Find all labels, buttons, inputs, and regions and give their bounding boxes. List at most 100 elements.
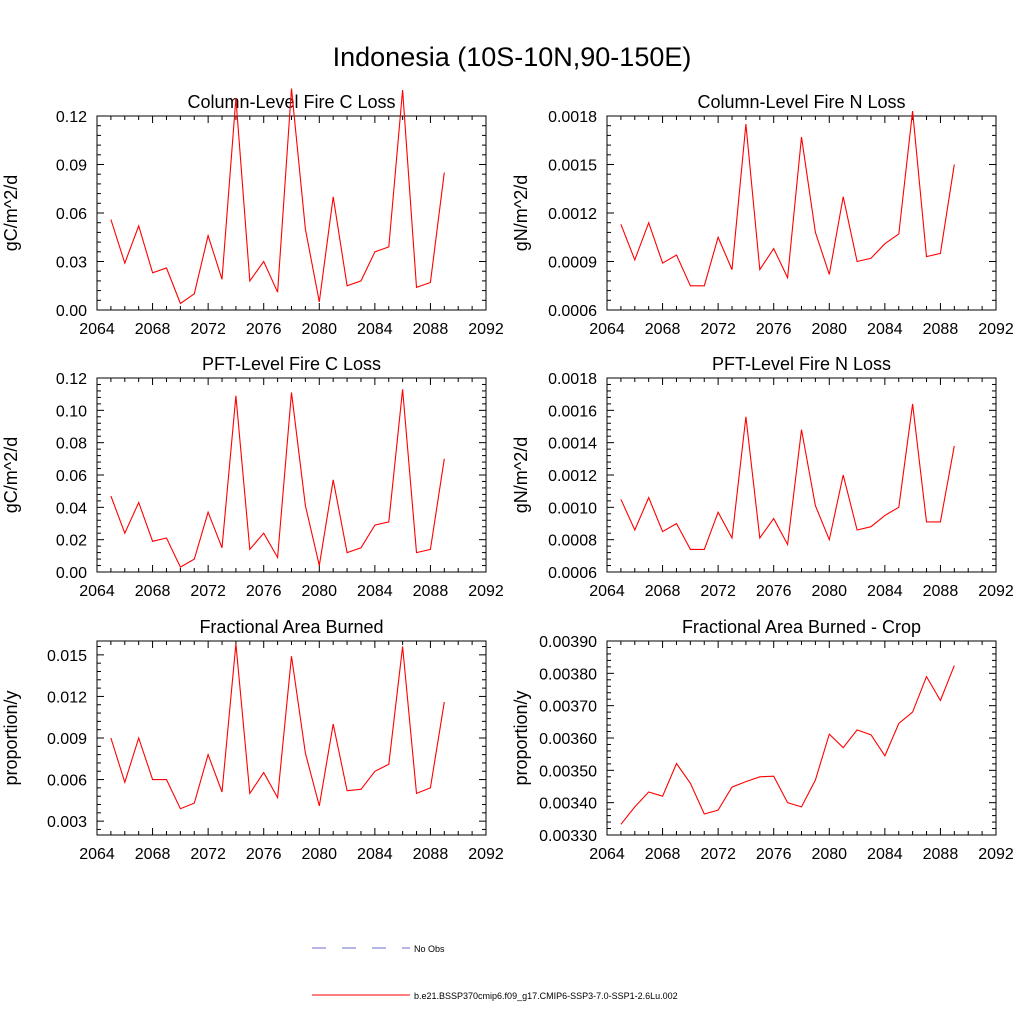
x-tick-label: 2072 — [190, 583, 226, 600]
y-tick-label: 0.00 — [56, 303, 87, 320]
y-tick-label: 0.0008 — [548, 533, 597, 550]
x-tick-label: 2092 — [468, 583, 504, 600]
y-tick-label: 0.0012 — [548, 206, 597, 223]
chart-panel-2: Column-Level Fire N Loss gN/m^2/d 2064 2068… — [511, 92, 1014, 338]
y-tick-label: 0.0014 — [548, 436, 597, 453]
series-line — [620, 665, 955, 825]
y-tick-label: 0.00370 — [539, 699, 597, 716]
x-tick-label: 2084 — [357, 583, 393, 600]
x-tick-label: 2072 — [700, 583, 736, 600]
x-tick-label: 2084 — [357, 846, 393, 863]
y-tick-label: 0.12 — [56, 371, 87, 388]
y-tick-label: 0.0006 — [548, 303, 597, 320]
x-tick-label: 2072 — [190, 321, 226, 338]
x-tick-label: 2088 — [413, 846, 449, 863]
x-tick-label: 2092 — [978, 846, 1014, 863]
chart-title: PFT-Level Fire N Loss — [712, 354, 891, 374]
x-tick-label: 2088 — [923, 846, 959, 863]
x-tick-label: 2080 — [301, 583, 337, 600]
x-tick-label: 2080 — [301, 321, 337, 338]
y-tick-label: 0.02 — [56, 533, 87, 550]
chart-panel-1: Column-Level Fire C Loss gC/m^2/d 2064 2068… — [1, 88, 504, 338]
chart-panel-5: Fractional Area Burned proportion/y 2064 20… — [1, 617, 504, 863]
y-tick-label: 0.015 — [47, 648, 87, 665]
y-tick-label: 0.09 — [56, 158, 87, 175]
x-tick-label: 2072 — [700, 321, 736, 338]
panels: Column-Level Fire C Loss gC/m^2/d 2064 2068… — [1, 88, 1014, 863]
x-tick-label: 2068 — [645, 583, 681, 600]
y-tick-label: 0.04 — [56, 500, 87, 517]
x-tick-label: 2064 — [589, 846, 625, 863]
y-axis-label: gN/m^2/d — [511, 175, 531, 251]
series-line — [110, 88, 445, 305]
x-tick-label: 2092 — [978, 583, 1014, 600]
y-tick-label: 0.006 — [47, 773, 87, 790]
chart-title: Fractional Area Burned — [199, 617, 383, 637]
y-tick-label: 0.0018 — [548, 109, 597, 126]
chart-title: PFT-Level Fire C Loss — [202, 354, 381, 374]
x-tick-label: 2076 — [756, 846, 792, 863]
x-tick-label: 2076 — [246, 321, 282, 338]
x-tick-label: 2080 — [811, 846, 847, 863]
y-axis-label: gN/m^2/d — [511, 437, 531, 513]
x-tick-label: 2088 — [923, 321, 959, 338]
legend-label-1: No Obs — [414, 944, 445, 954]
y-tick-label: 0.12 — [56, 109, 87, 126]
y-tick-label: 0.00360 — [539, 731, 597, 748]
series-line — [110, 643, 445, 810]
x-tick-label: 2088 — [923, 583, 959, 600]
y-tick-label: 0.06 — [56, 468, 87, 485]
y-axis-label: gC/m^2/d — [1, 175, 21, 251]
y-tick-label: 0.00380 — [539, 666, 597, 683]
x-tick-label: 2088 — [413, 583, 449, 600]
x-tick-label: 2092 — [468, 846, 504, 863]
chart-panel-4: PFT-Level Fire N Loss gN/m^2/d 2064 2068 207… — [511, 354, 1014, 600]
y-tick-label: 0.00340 — [539, 796, 597, 813]
x-tick-label: 2080 — [301, 846, 337, 863]
y-tick-label: 0.00390 — [539, 634, 597, 651]
chart-title: Column-Level Fire C Loss — [187, 92, 395, 112]
x-tick-label: 2092 — [978, 321, 1014, 338]
x-tick-label: 2068 — [135, 583, 171, 600]
x-tick-label: 2084 — [357, 321, 393, 338]
figure-title: Indonesia (10S-10N,90-150E) — [333, 42, 692, 72]
x-tick-label: 2084 — [867, 583, 903, 600]
x-tick-label: 2076 — [756, 583, 792, 600]
y-tick-label: 0.00350 — [539, 763, 597, 780]
chart-panel-6: Fractional Area Burned - Crop proportion/… — [511, 617, 1014, 863]
y-tick-label: 0.009 — [47, 731, 87, 748]
x-tick-label: 2064 — [79, 846, 115, 863]
x-tick-label: 2076 — [756, 321, 792, 338]
series-line — [620, 403, 955, 550]
x-tick-label: 2068 — [135, 846, 171, 863]
series-line — [620, 111, 955, 287]
y-tick-label: 0.03 — [56, 255, 87, 272]
y-tick-label: 0.0010 — [548, 500, 597, 517]
y-axis-label: proportion/y — [511, 690, 531, 785]
x-tick-label: 2080 — [811, 583, 847, 600]
x-tick-label: 2076 — [246, 583, 282, 600]
chart-title: Fractional Area Burned - Crop — [682, 617, 921, 637]
x-tick-label: 2076 — [246, 846, 282, 863]
x-tick-label: 2068 — [135, 321, 171, 338]
x-tick-label: 2092 — [468, 321, 504, 338]
y-tick-label: 0.06 — [56, 206, 87, 223]
x-tick-label: 2064 — [589, 583, 625, 600]
y-tick-label: 0.003 — [47, 814, 87, 831]
y-tick-label: 0.0009 — [548, 255, 597, 272]
x-tick-label: 2064 — [79, 321, 115, 338]
y-tick-label: 0.00 — [56, 565, 87, 582]
y-tick-label: 0.08 — [56, 436, 87, 453]
y-tick-label: 0.0018 — [548, 371, 597, 388]
y-axis-label: proportion/y — [1, 690, 21, 785]
x-tick-label: 2068 — [645, 321, 681, 338]
x-tick-label: 2064 — [79, 583, 115, 600]
series-line — [110, 389, 445, 568]
x-tick-label: 2088 — [413, 321, 449, 338]
y-tick-label: 0.0012 — [548, 468, 597, 485]
chart-title: Column-Level Fire N Loss — [697, 92, 905, 112]
legend-label-2: b.e21.BSSP370cmip6.f09_g17.CMIP6-SSP3-7.… — [414, 991, 678, 1001]
x-tick-label: 2064 — [589, 321, 625, 338]
